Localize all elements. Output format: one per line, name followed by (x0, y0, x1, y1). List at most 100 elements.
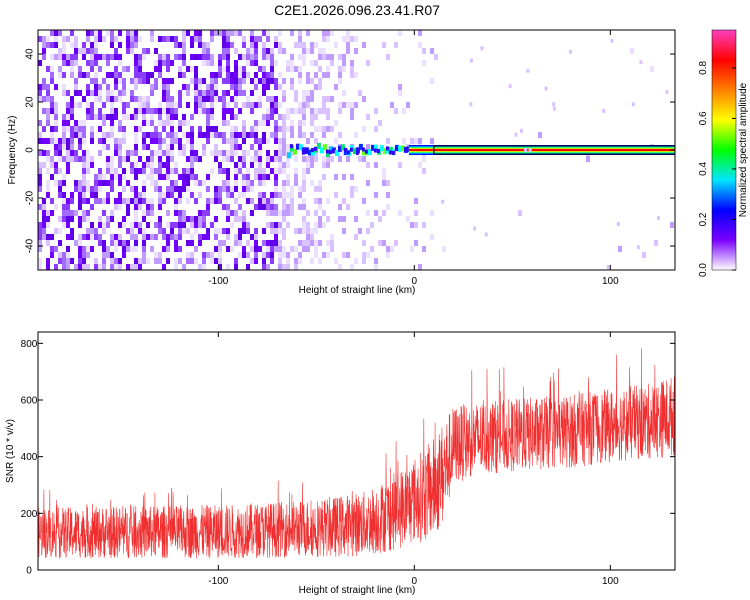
heatmap-cell (270, 222, 274, 228)
heatmap-cell (78, 126, 82, 132)
heatmap-cell (78, 246, 82, 252)
heatmap-cell (178, 66, 182, 72)
heatmap-cell (114, 96, 118, 102)
heatmap-cell (218, 198, 222, 204)
heatmap-cell (222, 228, 226, 234)
heatmap-cell (118, 30, 122, 36)
heatmap-cell (414, 138, 418, 144)
heatmap-cell (186, 240, 190, 246)
heatmap-cell (262, 30, 266, 36)
heatmap-cell (46, 210, 50, 216)
heatmap-cell (122, 198, 126, 204)
heatmap-cell (62, 60, 66, 66)
heatmap-cell (70, 258, 74, 264)
heatmap-cell (414, 222, 418, 228)
figure-title: C2E1.2026.096.23.41.R07 (274, 2, 440, 18)
heatmap-cell (190, 150, 194, 156)
heatmap-cell (190, 222, 194, 228)
heatmap-cell (86, 264, 90, 270)
heatmap-cell (198, 234, 202, 240)
heatmap-cell (158, 204, 162, 210)
heatmap-cell (146, 120, 150, 126)
heatmap-cell (50, 132, 54, 138)
heatmap-cell (246, 132, 250, 138)
heatmap-cell (162, 174, 166, 180)
heatmap-cell (86, 246, 90, 252)
heatmap-cell (142, 246, 146, 252)
heatmap-cell (246, 228, 250, 234)
heatmap-cell (126, 204, 130, 210)
heatmap-cell (54, 168, 58, 174)
spectrogram-x-tick-label: -100 (208, 276, 228, 287)
heatmap-cell (214, 126, 218, 132)
heatmap-cell (234, 144, 238, 150)
heatmap-cell (186, 216, 190, 222)
heatmap-cell (62, 114, 66, 120)
heatmap-cell (218, 96, 222, 102)
heatmap-cell (254, 72, 258, 78)
heatmap-cell (374, 162, 378, 168)
heatmap-cell (214, 84, 218, 90)
heatmap-cell (282, 264, 286, 270)
heatmap-cell (130, 30, 134, 36)
heatmap-cell (234, 186, 238, 192)
heatmap-cell (154, 150, 158, 156)
heatmap-cell (310, 96, 314, 102)
heatmap-cell (170, 108, 174, 114)
heatmap-signal-cell (343, 147, 347, 152)
heatmap-cell (82, 210, 86, 216)
heatmap-cell (154, 168, 158, 174)
heatmap-cell (318, 84, 322, 90)
heatmap-cell (134, 42, 138, 48)
heatmap-cell (218, 54, 222, 60)
heatmap-cell (50, 198, 54, 204)
heatmap-cell (310, 258, 314, 264)
heatmap-cell (66, 168, 70, 174)
heatmap-cell (106, 246, 110, 252)
heatmap-cell (286, 264, 290, 270)
heatmap-cell (70, 198, 74, 204)
heatmap-cell (162, 234, 166, 240)
heatmap-cell (226, 108, 230, 114)
heatmap-cell (146, 96, 150, 102)
heatmap-cell (528, 148, 532, 153)
heatmap-cell (230, 96, 234, 102)
heatmap-cell (214, 246, 218, 252)
heatmap-cell (162, 120, 166, 126)
heatmap-cell (298, 42, 302, 48)
heatmap-cell (166, 108, 170, 114)
heatmap-cell (282, 120, 286, 126)
heatmap-cell (250, 36, 254, 42)
heatmap-signal-cell (289, 144, 293, 149)
heatmap-cell (314, 198, 318, 204)
heatmap-cell (42, 216, 46, 222)
heatmap-cell (430, 210, 434, 216)
heatmap-cell (150, 72, 154, 78)
heatmap-cell (230, 30, 234, 36)
heatmap-cell (138, 72, 142, 78)
heatmap-cell (286, 144, 290, 150)
heatmap-cell (154, 180, 158, 186)
heatmap-cell (122, 90, 126, 96)
heatmap-cell (422, 156, 426, 162)
heatmap-cell (94, 54, 98, 60)
heatmap-cell (266, 72, 270, 78)
heatmap-cell (322, 156, 326, 162)
heatmap-cell (210, 108, 214, 114)
heatmap-cell (74, 102, 78, 108)
heatmap-cell (234, 234, 238, 240)
heatmap-cell (174, 240, 178, 246)
heatmap-cell (66, 108, 70, 114)
heatmap-cell (202, 42, 206, 48)
heatmap-cell (178, 72, 182, 78)
heatmap-cell (650, 66, 654, 72)
heatmap-cell (50, 246, 54, 252)
heatmap-cell (198, 132, 202, 138)
heatmap-cell (310, 90, 314, 96)
heatmap-cell (406, 102, 410, 108)
heatmap-signal-cell (298, 144, 303, 151)
heatmap-cell (538, 132, 542, 138)
heatmap-cell (78, 216, 82, 222)
heatmap-cell (86, 108, 90, 114)
